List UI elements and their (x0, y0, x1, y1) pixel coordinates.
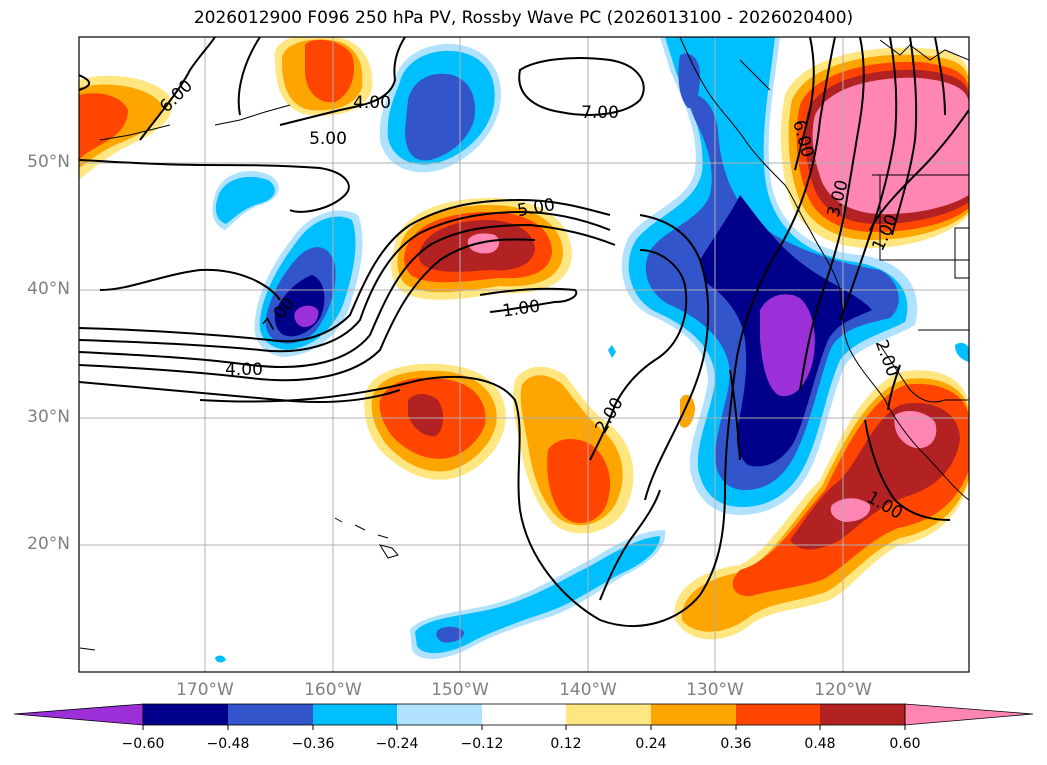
colorbar-tick-label: 0.12 (550, 736, 582, 752)
colorbar-segment (397, 704, 482, 725)
lon-label-130w: 130°W (686, 680, 744, 700)
colorbar-tick-label: −0.60 (121, 736, 165, 752)
anomaly-north-positive (274, 37, 373, 116)
anomaly-west-positive (79, 75, 173, 180)
contour-label: 4.00 (353, 93, 391, 113)
anomaly-west-negative (212, 171, 363, 357)
coastlines (79, 37, 969, 651)
colorbar-segment (651, 704, 736, 725)
lat-label-40n: 40°N (27, 279, 70, 299)
colorbar-tick-label: −0.24 (375, 736, 419, 752)
lon-label-120w: 120°W (814, 680, 872, 700)
anomaly-north-negative (379, 44, 501, 173)
anomaly-northeast-positive (780, 47, 969, 249)
anomaly-south-positive (512, 366, 695, 534)
lat-label-50n: 50°N (27, 152, 70, 172)
colorbar-tick-label: 0.24 (635, 736, 667, 752)
lon-label-160w: 160°W (304, 680, 362, 700)
colorbar (13, 703, 1034, 730)
colorbar-tick-label: 0.60 (889, 736, 921, 752)
colorbar-ticks (142, 725, 906, 730)
colorbar-extend-high (904, 703, 1034, 726)
lon-label-170w: 170°W (176, 680, 234, 700)
colorbar-segment (736, 704, 820, 725)
colorbar-extend-low (13, 703, 144, 726)
colorbar-segment (566, 704, 651, 725)
pv-contours (79, 37, 969, 627)
contour-label: 5.00 (309, 129, 347, 149)
colorbar-segment (228, 704, 313, 725)
colorbar-frame (142, 703, 906, 726)
contour-label: 4.00 (225, 360, 263, 380)
colorbar-tick-label: 0.36 (720, 736, 752, 752)
colorbar-tick-label: −0.12 (460, 736, 504, 752)
anomaly-south-negative (215, 342, 969, 663)
colorbar-segment (820, 704, 905, 725)
colorbar-segment (313, 704, 397, 725)
colorbar-tick-label: 0.48 (804, 736, 836, 752)
colorbar-tick-label: −0.36 (291, 736, 335, 752)
lon-label-140w: 140°W (559, 680, 617, 700)
map-frame (78, 36, 970, 673)
map-title: 2026012900 F096 250 hPa PV, Rossby Wave … (193, 8, 854, 28)
colorbar-tick-label: −0.48 (206, 736, 250, 752)
anomaly-southeast-positive (674, 370, 969, 640)
lon-label-150w: 150°W (431, 680, 489, 700)
map-fields: 6.00 4.00 5.00 7.00 5.00 1.00 7.00 4.00 … (79, 37, 969, 672)
graticule (79, 37, 969, 672)
lat-label-20n: 20°N (27, 534, 70, 554)
lat-label-30n: 30°N (27, 407, 70, 427)
colorbar-segment (482, 704, 566, 725)
colorbar-segment (143, 704, 228, 725)
anomaly-east-negative (621, 37, 918, 515)
anomaly-central-positive (391, 198, 572, 300)
anomaly-southwest-positive (364, 363, 506, 480)
contour-label: 7.00 (581, 103, 619, 123)
